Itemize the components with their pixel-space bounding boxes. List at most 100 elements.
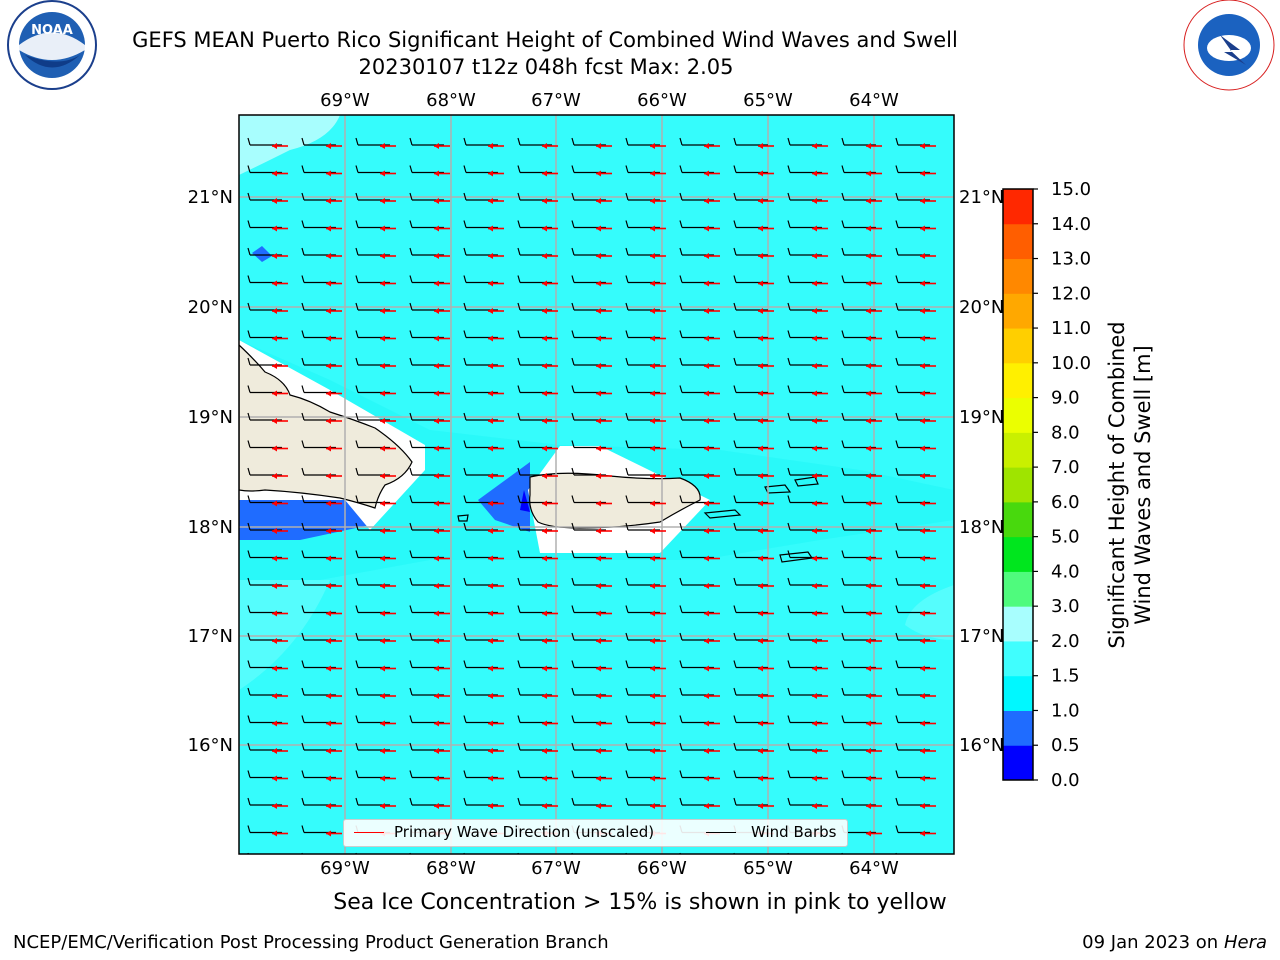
- wave-arrowhead: [326, 555, 331, 562]
- wave-arrowhead: [704, 665, 709, 672]
- wind-barb-flag: [679, 577, 683, 586]
- wave-arrowhead: [272, 720, 277, 727]
- wind-barb-flag: [301, 742, 305, 751]
- wind-barb-flag: [571, 440, 575, 448]
- lat-label: 18°N: [188, 517, 233, 538]
- wave-arrowhead: [650, 775, 655, 782]
- wind-barb-flag: [625, 687, 629, 696]
- wind-barb-flag: [733, 797, 737, 806]
- vieques: [703, 509, 742, 519]
- wind-barb-flag: [463, 220, 467, 228]
- colorbar-tick-label: 10.0: [1051, 353, 1091, 374]
- wave-arrowhead: [542, 335, 547, 342]
- wave-arrowhead: [434, 445, 439, 452]
- wind-barb-flag: [247, 220, 251, 228]
- wave-arrowhead: [812, 418, 817, 424]
- wave-arrowhead: [326, 418, 331, 424]
- wind-barb-flag: [733, 220, 737, 228]
- wind-barb-flag: [679, 660, 683, 668]
- wind-barb-flag: [895, 192, 899, 201]
- wind-barb-flag: [679, 770, 683, 778]
- wind-barb-flag: [625, 357, 629, 366]
- wave-arrowhead: [920, 500, 925, 507]
- wave-arrowhead: [758, 720, 763, 727]
- wave-arrowhead: [812, 693, 817, 699]
- wave-arrowhead: [272, 308, 277, 314]
- wind-barb-flag: [301, 522, 305, 531]
- wind-barb-flag: [571, 632, 575, 641]
- wind-barb-flag: [517, 522, 521, 531]
- colorbar-swatch: [1003, 675, 1033, 711]
- wave-arrowhead: [434, 665, 439, 672]
- wind-barb-flag: [517, 440, 521, 448]
- wind-barb-flag: [463, 522, 467, 531]
- wave-arrowhead: [650, 170, 655, 177]
- wind-barb-flag: [463, 330, 467, 338]
- wave-arrowhead: [704, 610, 709, 617]
- wave-arrowhead: [920, 198, 925, 204]
- wind-barb-flag: [517, 605, 521, 613]
- wind-barb-flag: [409, 770, 413, 778]
- wind-barb-flag: [517, 467, 521, 476]
- chart-title: GEFS MEAN Puerto Rico Significant Height…: [132, 28, 958, 52]
- wind-barb-flag: [733, 467, 737, 476]
- wave-arrowhead: [380, 693, 385, 699]
- wave-arrowhead: [488, 418, 493, 424]
- wind-barb-flag: [301, 137, 305, 146]
- wave-arrowhead: [542, 445, 547, 452]
- wind-barb-flag: [517, 715, 521, 723]
- wind-barb-flag: [895, 330, 899, 338]
- wind-barb-flag: [247, 302, 251, 311]
- wind-barb-flag: [787, 440, 791, 448]
- wind-barb-flag: [247, 687, 251, 696]
- wave-arrowhead: [380, 473, 385, 479]
- wave-arrowhead: [758, 253, 763, 259]
- wave-arrowhead: [596, 638, 601, 644]
- sea-ice-note: Sea Ice Concentration > 15% is shown in …: [333, 890, 947, 915]
- wave-arrowhead: [920, 445, 925, 452]
- wave-arrowhead: [812, 748, 817, 754]
- wind-barb-flag: [841, 577, 845, 586]
- wave-arrowhead: [812, 143, 817, 149]
- wave-arrowhead: [542, 198, 547, 204]
- wave-arrowhead: [326, 775, 331, 782]
- wind-barb-flag: [247, 632, 251, 641]
- wind-barb-flag: [571, 220, 575, 228]
- wave-arrowhead: [380, 170, 385, 177]
- wind-barb-flag: [571, 605, 575, 613]
- wave-arrowhead: [758, 803, 763, 809]
- wind-barb-flag: [301, 412, 305, 421]
- wind-barb-flag: [733, 302, 737, 311]
- wave-arrowhead: [758, 308, 763, 314]
- wave-arrowhead: [488, 748, 493, 754]
- wind-barb-flag: [247, 412, 251, 421]
- colorbar-swatch: [1003, 258, 1033, 294]
- wind-barb-flag: [409, 412, 413, 421]
- wind-barb-flag: [895, 275, 899, 283]
- colorbar-swatch: [1003, 606, 1033, 642]
- wind-barb-flag: [409, 715, 413, 723]
- wave-arrowhead: [704, 170, 709, 177]
- wind-barb-flag: [517, 302, 521, 311]
- wind-barb-flag: [409, 220, 413, 228]
- wave-arrowhead: [542, 775, 547, 782]
- wind-barb-flag: [625, 797, 629, 806]
- wave-arrowhead: [650, 693, 655, 699]
- wind-barb-flag: [409, 357, 413, 366]
- wave-arrowhead: [542, 390, 547, 397]
- wind-barb-flag: [733, 137, 737, 146]
- wave-arrowhead: [758, 390, 763, 397]
- wind-barb-flag: [301, 770, 305, 778]
- wind-barb-flag: [355, 742, 359, 751]
- wind-barb-flag: [679, 687, 683, 696]
- wind-barb-flag: [517, 412, 521, 421]
- wave-arrowhead: [866, 198, 871, 204]
- wave-arrowhead: [488, 638, 493, 644]
- wind-barb-flag: [625, 770, 629, 778]
- wave-arrowhead: [920, 803, 925, 809]
- wave-arrowhead: [380, 308, 385, 314]
- wave-arrowhead: [488, 308, 493, 314]
- wave-arrowhead: [326, 445, 331, 452]
- wave-arrowhead: [380, 445, 385, 452]
- wave-arrowhead: [866, 390, 871, 397]
